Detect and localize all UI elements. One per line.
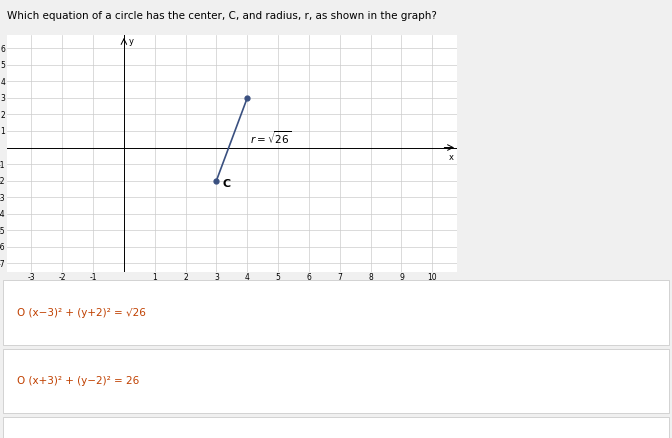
Text: $r = \sqrt{26}$: $r = \sqrt{26}$ <box>251 130 292 146</box>
Text: Which equation of a circle has the center, C, and radius, r, as shown in the gra: Which equation of a circle has the cente… <box>7 11 437 21</box>
Text: O (x+3)² + (y−2)² = 26: O (x+3)² + (y−2)² = 26 <box>17 376 139 386</box>
Text: O (x−3)² + (y+2)² = √26: O (x−3)² + (y+2)² = √26 <box>17 308 146 318</box>
Text: x: x <box>449 153 454 162</box>
Text: y: y <box>128 37 134 46</box>
Text: C: C <box>222 179 230 189</box>
